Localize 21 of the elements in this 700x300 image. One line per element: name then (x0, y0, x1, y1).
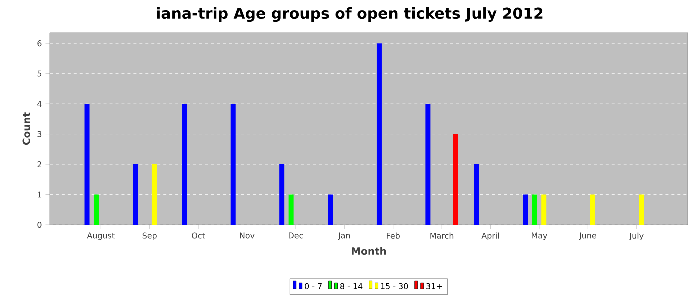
bar (280, 164, 285, 225)
bar (590, 194, 596, 225)
bar (542, 194, 547, 225)
bar (328, 194, 334, 225)
bar (532, 194, 538, 225)
bar (474, 164, 480, 225)
bar (453, 134, 458, 225)
chart-title: iana-trip Age groups of open tickets July 2012 (157, 8, 543, 22)
x-axis-title: Month (352, 247, 386, 256)
bar (84, 104, 90, 225)
bar (182, 104, 188, 225)
bar (133, 164, 138, 225)
bar (152, 164, 157, 225)
y-axis-title: Count (22, 112, 30, 146)
bar (376, 44, 382, 225)
bar (523, 194, 528, 225)
bar (230, 104, 236, 225)
bar (639, 194, 644, 225)
bar (94, 194, 100, 225)
bar (426, 104, 431, 225)
bar (288, 194, 294, 225)
